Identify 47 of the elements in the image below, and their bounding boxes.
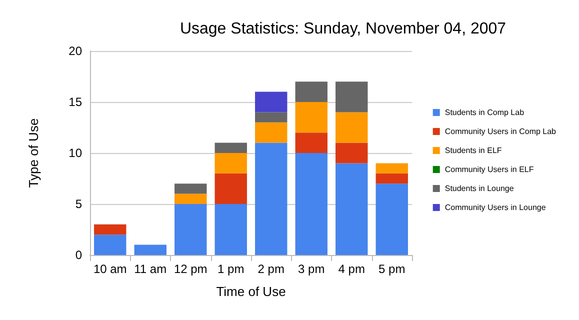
y-axis-title: Type of Use [26,118,41,188]
x-tick-label: 12 pm [174,262,208,276]
bar [295,102,328,133]
bar [94,224,126,235]
legend-label: Students in Lounge [444,184,514,193]
legend-label: Students in ELF [444,146,502,155]
bar [255,122,288,143]
bar [336,82,368,112]
bar [255,142,288,255]
bar [255,92,288,112]
x-tick-label: 1 pm [218,262,244,276]
bar [214,142,247,153]
bar [134,244,166,255]
y-tick-label: 5 [75,197,82,211]
x-tick-label: 11 am [134,262,167,276]
bar [376,184,408,255]
x-tick-label: 5 pm [378,262,406,276]
bar [336,163,368,255]
bar [336,142,368,164]
x-tick-label: 10 am [93,262,127,276]
bar [336,112,368,143]
legend-label: Community Users in Lounge [444,203,546,212]
x-tick-label: 2 pm [258,262,284,276]
y-tick-label: 10 [68,146,82,160]
bar [295,153,328,255]
bar [174,184,207,194]
x-tick-label: 3 pm [298,262,325,276]
legend-label: Community Users in Comp Lab [444,127,557,136]
y-tick-label: 0 [75,248,82,262]
legend-label: Community Users in ELF [444,165,534,174]
bar [214,204,247,255]
bar [174,194,207,204]
y-tick-label: 15 [68,95,82,109]
bar [94,234,126,255]
bar [174,204,207,255]
x-axis-title: Time of Use [216,284,286,299]
bar [376,173,408,184]
bar [255,112,288,122]
bar [214,153,247,174]
bar [295,82,328,102]
bar [376,163,408,174]
chart-title: Usage Statistics: Sunday, November 04, 2007 [180,20,506,38]
legend-label: Students in Comp Lab [444,108,525,117]
y-tick-label: 20 [68,44,82,58]
bar [214,173,247,204]
x-tick-label: 4 pm [338,262,365,276]
bar [295,132,328,153]
